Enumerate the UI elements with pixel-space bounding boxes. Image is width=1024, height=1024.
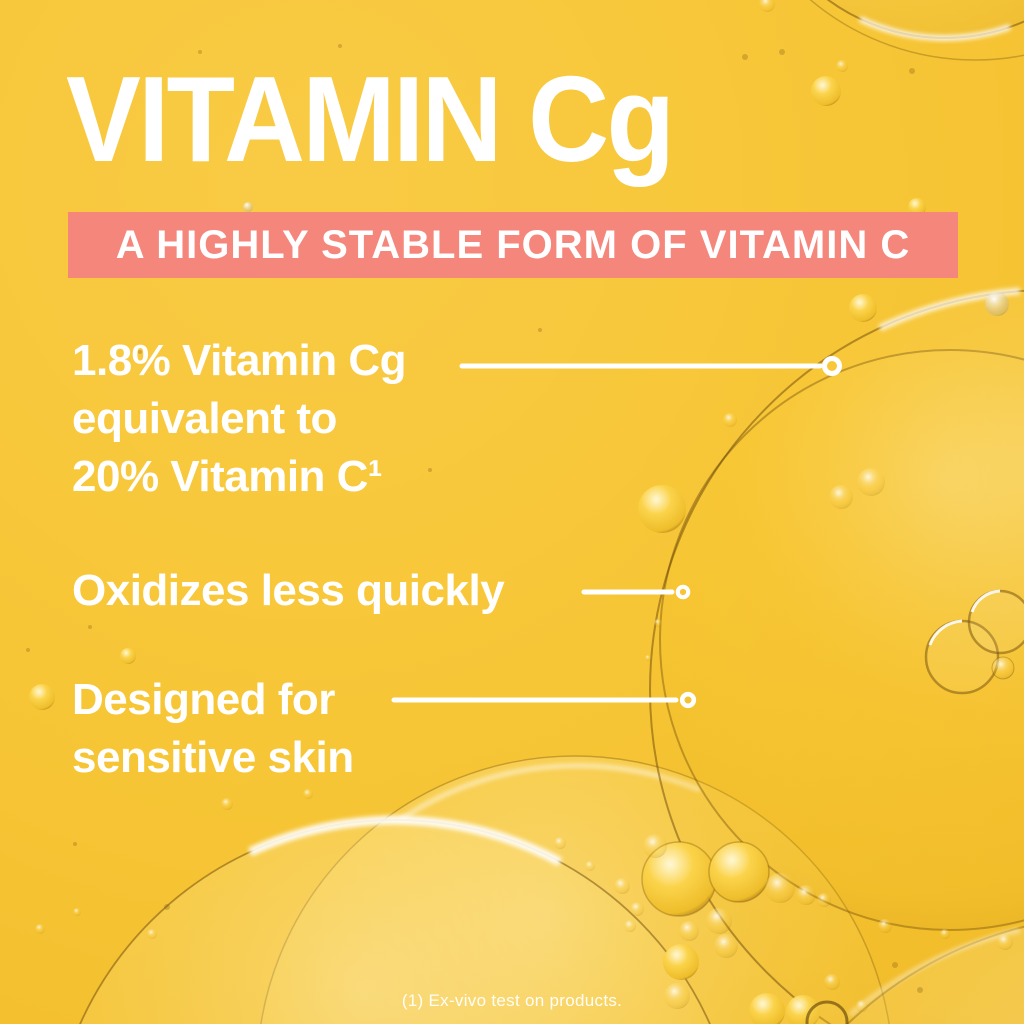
callout-oxidation-line-1: Oxidizes less quickly	[72, 566, 505, 615]
yellow-droplets	[29, 76, 926, 1024]
subtitle-text: A HIGHLY STABLE FORM OF VITAMIN C	[115, 222, 911, 267]
small-bubbles	[35, 0, 1013, 1024]
specks	[26, 44, 923, 993]
callout-sensitive-skin-line-2: sensitive skin	[72, 733, 354, 782]
footnote: (1) Ex-vivo test on products.	[401, 991, 623, 1010]
callout-sensitive-skin: Designed for sensitive skin	[72, 671, 354, 787]
callout-concentration-line-3: 20% Vitamin C¹	[72, 452, 383, 501]
callout-sensitive-skin-line-1: Designed for	[72, 675, 335, 724]
callout-concentration: 1.8% Vitamin Cg equivalent to 20% Vitami…	[72, 332, 407, 506]
subtitle-banner: A HIGHLY STABLE FORM OF VITAMIN C	[68, 212, 958, 278]
ring-bubbles	[924, 589, 1024, 695]
large-bubbles	[79, 0, 1024, 1024]
callout-oxidation: Oxidizes less quickly	[72, 562, 505, 620]
callout-concentration-line-2: equivalent to	[72, 394, 337, 443]
page-title: VITAMIN Cg	[66, 51, 675, 187]
callout-concentration-line-1: 1.8% Vitamin Cg	[72, 336, 407, 385]
